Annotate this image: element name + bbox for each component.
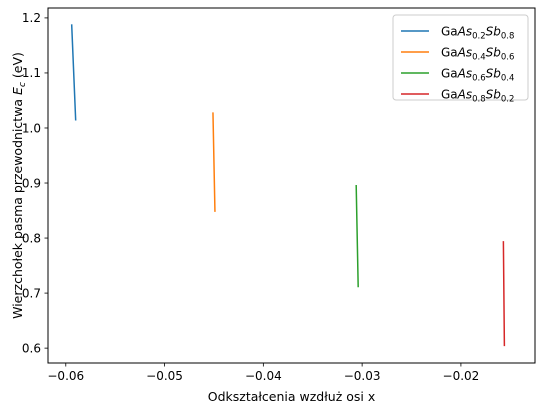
y-axis-title-sub: c xyxy=(18,82,28,87)
y-tick-label: 0.6 xyxy=(22,341,41,355)
y-tick-label: 1.2 xyxy=(22,11,41,25)
y-axis-title-symbol: E xyxy=(10,87,25,95)
y-axis-title-unit: (eV) xyxy=(10,52,25,82)
y-axis-ticks: 0.6 0.7 0.8 0.9 1.0 1.1 1.2 xyxy=(22,11,48,355)
y-tick-label: 0.7 xyxy=(22,286,41,300)
x-tick-label: −0.05 xyxy=(146,369,183,383)
legend-items: GaAs0.2Sb0.8 GaAs0.4Sb0.6 GaAs0.6Sb0.4 GaAs… xyxy=(401,25,514,105)
x-axis-title: Odkształcenia wzdłuż osi x xyxy=(208,389,376,404)
x-axis-ticks: −0.06 −0.05 −0.04 −0.03 −0.02 xyxy=(47,363,479,383)
y-tick-label: 1.0 xyxy=(22,121,41,135)
x-tick-label: −0.03 xyxy=(344,369,381,383)
legend-label: GaAs0.6Sb0.4 xyxy=(441,67,514,84)
series-line-4 xyxy=(502,241,506,347)
y-axis-title-main: Wierzchołek pasma przewodnictwa xyxy=(10,95,25,319)
x-tick-label: −0.02 xyxy=(443,369,480,383)
x-tick-label: −0.06 xyxy=(47,369,84,383)
y-tick-label: 0.9 xyxy=(22,176,41,190)
series-line-2 xyxy=(212,112,216,212)
x-tick-label: −0.04 xyxy=(245,369,282,383)
plot-frame xyxy=(47,7,536,364)
y-axis-title: Wierzchołek pasma przewodnictwa Ec (eV) xyxy=(10,52,28,319)
legend-label: GaAs0.8Sb0.2 xyxy=(441,88,514,105)
legend: GaAs0.2Sb0.8 GaAs0.4Sb0.6 GaAs0.6Sb0.4 GaAs… xyxy=(392,14,529,105)
legend-label: GaAs0.2Sb0.8 xyxy=(441,25,514,42)
series-line-1 xyxy=(70,24,77,121)
y-tick-label: 1.1 xyxy=(22,66,41,80)
legend-box xyxy=(392,14,529,101)
y-tick-label: 0.8 xyxy=(22,231,41,245)
series-line-3 xyxy=(355,185,359,288)
series-layer xyxy=(70,24,506,347)
legend-label: GaAs0.4Sb0.6 xyxy=(441,46,514,63)
